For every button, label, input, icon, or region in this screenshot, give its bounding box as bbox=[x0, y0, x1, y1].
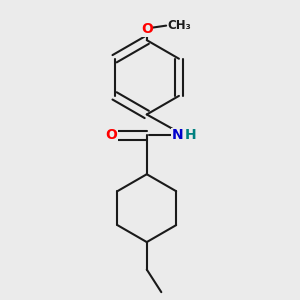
Text: CH₃: CH₃ bbox=[168, 19, 191, 32]
Text: N: N bbox=[172, 128, 183, 142]
Text: O: O bbox=[141, 22, 153, 36]
Text: H: H bbox=[185, 128, 197, 142]
Text: O: O bbox=[105, 128, 117, 142]
